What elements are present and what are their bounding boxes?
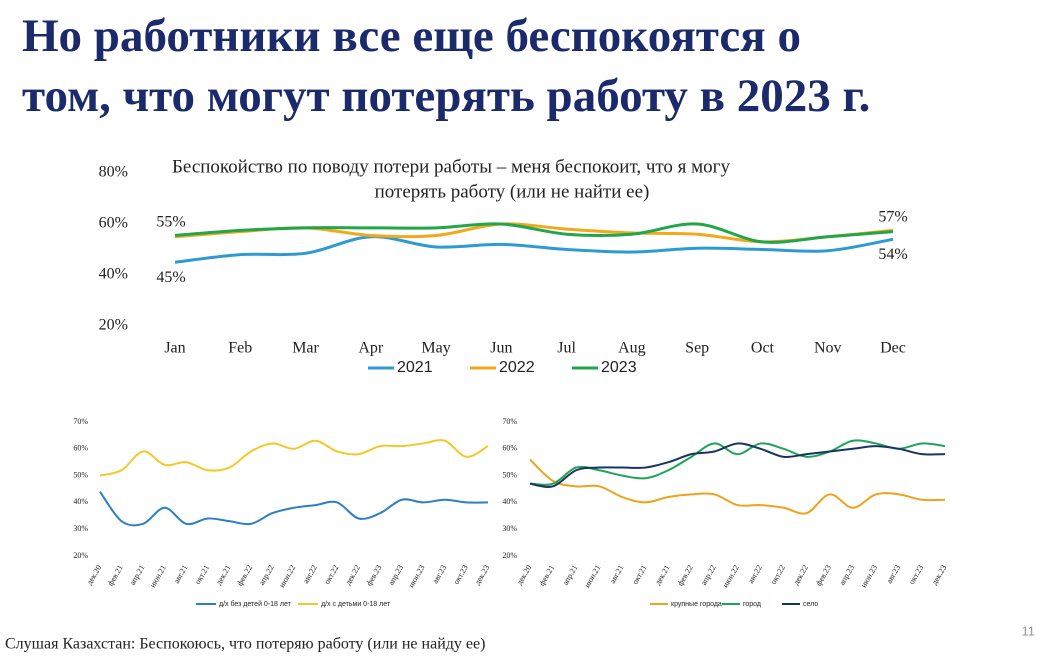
x-tick-label: Apr: [358, 340, 384, 357]
x-tick-label: авг.22: [301, 563, 319, 585]
series-line: [529, 458, 946, 515]
x-tick-label: дек.21: [214, 563, 233, 586]
x-tick-label: Feb: [228, 340, 252, 357]
y-tick-label: 30%: [502, 524, 517, 533]
x-tick-label: фев.21: [106, 563, 125, 587]
x-tick-label: фев.23: [814, 563, 833, 587]
x-tick-label: дек.21: [653, 563, 672, 586]
x-tick-label: апр.22: [699, 563, 718, 586]
series-line: [99, 439, 489, 477]
x-tick-label: Jan: [164, 340, 185, 357]
x-tick-label: дек.22: [343, 563, 362, 586]
legend-label: город: [743, 601, 761, 608]
legend-label: д/х с детьми 0-18 лет: [321, 601, 391, 608]
x-tick-label: авг.23: [885, 563, 903, 585]
legend-label: село: [803, 601, 818, 608]
x-tick-label: дек.23: [473, 563, 492, 586]
x-tick-label: Mar: [292, 340, 319, 357]
y-tick-label: 20%: [502, 551, 517, 560]
series-line: [529, 439, 946, 486]
x-tick-label: апр.23: [386, 563, 405, 586]
x-tick-label: июн.23: [407, 563, 427, 589]
x-tick-label: окт.22: [322, 563, 340, 585]
x-tick-label: июн.22: [277, 563, 297, 589]
page-number: 11: [1022, 623, 1036, 638]
series-line: [174, 222, 894, 244]
y-tick-label: 20%: [99, 317, 128, 334]
x-tick-label: дек.22: [791, 563, 810, 586]
chart-title: Беспокойство по поводу потери работы – м…: [172, 156, 730, 177]
x-tick-label: фев.23: [364, 563, 383, 587]
y-tick-label: 20%: [73, 551, 88, 560]
footer: Слушая Казахстан: Беспокоюсь, что потеря…: [5, 636, 485, 653]
y-tick-label: 60%: [502, 444, 517, 453]
x-tick-label: фев.22: [235, 563, 254, 587]
y-tick-label: 80%: [99, 164, 128, 181]
y-tick-label: 40%: [502, 497, 517, 506]
series-line: [99, 491, 489, 527]
data-label: 54%: [878, 246, 907, 263]
data-label: 57%: [878, 208, 907, 225]
x-tick-label: Jun: [490, 340, 512, 357]
x-tick-label: июн.21: [148, 563, 168, 589]
y-tick-label: 60%: [99, 215, 128, 232]
series-line: [174, 222, 894, 244]
slide-title: том, что могут потерять работу в 2023 г.: [22, 70, 870, 122]
legend-label: 2022: [499, 359, 535, 376]
series-line: [174, 235, 894, 264]
y-tick-label: 40%: [99, 266, 128, 283]
x-tick-label: июн.21: [582, 563, 602, 589]
x-tick-label: апр.21: [128, 563, 147, 586]
x-tick-label: May: [421, 340, 450, 357]
x-tick-label: апр.23: [837, 563, 856, 586]
x-tick-label: окт.23: [452, 563, 470, 585]
x-tick-label: авг.21: [172, 563, 190, 585]
x-tick-label: авг.22: [746, 563, 764, 585]
x-tick-label: дек.20: [85, 563, 104, 586]
x-tick-label: Sep: [685, 340, 709, 357]
y-tick-label: 60%: [73, 444, 88, 453]
chart-title: потерять работу (или не найти ее): [375, 181, 650, 202]
slide-title: Но работники все еще беспокоятся о: [22, 10, 801, 62]
x-tick-label: фев.21: [537, 563, 556, 587]
x-tick-label: Jul: [557, 340, 576, 357]
legend-label: 2023: [601, 359, 637, 376]
x-tick-label: дек.20: [515, 563, 534, 586]
x-tick-label: Nov: [814, 340, 842, 357]
x-tick-label: Oct: [751, 340, 775, 357]
y-tick-label: 50%: [73, 470, 88, 479]
x-tick-label: июн.22: [721, 563, 741, 589]
x-tick-label: окт.23: [907, 563, 925, 585]
x-tick-label: Dec: [880, 340, 906, 357]
y-tick-label: 50%: [502, 470, 517, 479]
series-line: [529, 442, 946, 488]
y-tick-label: 70%: [502, 417, 517, 426]
x-tick-label: окт.21: [193, 563, 211, 585]
y-tick-label: 70%: [73, 417, 88, 426]
x-tick-label: окт.22: [769, 563, 787, 585]
x-tick-label: июн.23: [859, 563, 879, 589]
y-tick-label: 30%: [73, 524, 88, 533]
x-tick-label: окт.21: [630, 563, 648, 585]
legend-label: д/х без детей 0-18 лет: [219, 600, 292, 608]
legend-label: крупные города: [671, 601, 722, 608]
data-label: 55%: [156, 213, 185, 230]
x-tick-label: Aug: [618, 340, 646, 357]
x-tick-label: дек.23: [930, 563, 949, 586]
x-tick-label: авг.23: [431, 563, 449, 585]
data-label: 45%: [156, 269, 185, 286]
x-tick-label: авг.21: [608, 563, 626, 585]
x-tick-label: фев.22: [676, 563, 695, 587]
y-tick-label: 40%: [73, 497, 88, 506]
x-tick-label: апр.22: [257, 563, 276, 586]
legend-label: 2021: [397, 359, 433, 376]
x-tick-label: апр.21: [561, 563, 580, 586]
